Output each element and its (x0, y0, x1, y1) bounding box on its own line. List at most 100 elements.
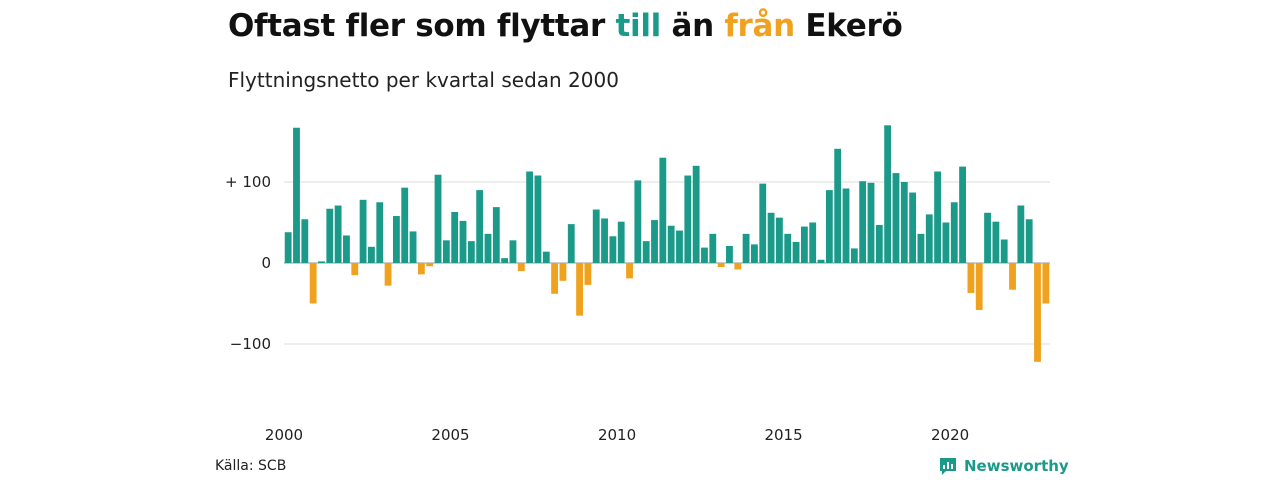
bar (676, 230, 683, 263)
y-tick-label: + 100 (225, 173, 271, 191)
brand-name: Newsworthy (964, 457, 1069, 475)
bar (1017, 205, 1025, 263)
bar (850, 248, 858, 263)
bar (434, 174, 442, 263)
bar (884, 125, 892, 263)
bar (925, 214, 933, 263)
bar (376, 202, 384, 263)
bar (950, 202, 958, 263)
bar (484, 233, 492, 263)
bar (343, 235, 350, 263)
bar (717, 263, 725, 268)
bar (634, 180, 642, 263)
bar (534, 175, 542, 263)
bar (959, 166, 966, 263)
y-tick-label: −100 (230, 335, 271, 353)
bar (825, 190, 833, 263)
bar (1009, 263, 1016, 290)
bar (409, 231, 417, 263)
bar (1042, 263, 1050, 304)
bar (651, 220, 658, 263)
bar (501, 258, 509, 263)
bar (301, 219, 309, 263)
bar (751, 244, 758, 263)
bar (576, 263, 583, 316)
newsworthy-logo-icon (940, 458, 956, 475)
bar (459, 220, 467, 263)
bar (667, 225, 675, 263)
bar (559, 263, 567, 281)
bar (626, 263, 633, 279)
bar (617, 221, 625, 263)
bar (767, 212, 775, 263)
bar (1000, 239, 1008, 263)
bar (426, 263, 434, 267)
y-tick-label: 0 (261, 254, 271, 272)
bar (942, 222, 950, 263)
bar (742, 233, 750, 263)
x-tick-label: 2010 (598, 426, 636, 444)
bar (509, 240, 517, 263)
bar (875, 224, 883, 263)
bar (792, 241, 800, 263)
chart-title: Oftast fler som flyttar till än från Eke… (228, 8, 903, 44)
bar (909, 192, 917, 263)
bar (293, 127, 300, 263)
bar (684, 175, 692, 263)
bar (934, 171, 942, 263)
bar (309, 263, 317, 304)
bar (842, 188, 850, 263)
bar (984, 212, 991, 263)
bar (442, 240, 450, 263)
x-tick-label: 2000 (265, 426, 303, 444)
chart-subtitle: Flyttningsnetto per kvartal sedan 2000 (228, 68, 619, 92)
bar (401, 187, 409, 263)
title-fran-word: från (724, 8, 795, 44)
title-till-word: till (615, 8, 661, 44)
bar (334, 205, 342, 263)
bars (284, 125, 1050, 362)
bar (817, 259, 825, 263)
bar (592, 209, 600, 263)
y-axis-ticks: + 100 0 −100 (225, 173, 271, 353)
bar (642, 241, 650, 263)
bar (800, 226, 808, 263)
bar (975, 263, 983, 310)
bar (542, 251, 550, 263)
bar (701, 247, 708, 263)
bar (451, 211, 459, 263)
x-tick-label: 2020 (931, 426, 969, 444)
x-tick-label: 2005 (431, 426, 469, 444)
bar (834, 148, 842, 263)
bar (900, 182, 908, 263)
bar (392, 216, 400, 263)
bar (467, 241, 475, 263)
bar (517, 263, 525, 272)
bar (992, 221, 1000, 263)
bar (359, 199, 367, 263)
bar (659, 157, 667, 263)
bar (526, 171, 534, 263)
bar (859, 181, 867, 263)
x-tick-label: 2015 (764, 426, 802, 444)
bar (726, 245, 733, 263)
bar (775, 217, 783, 263)
bar (967, 263, 975, 293)
bar (1034, 263, 1041, 362)
bar (567, 224, 575, 263)
bar (917, 233, 925, 263)
bar (692, 165, 700, 263)
bar (867, 182, 875, 263)
bar (284, 232, 292, 263)
bar (759, 183, 767, 263)
bar (709, 233, 717, 263)
bar (601, 218, 608, 263)
bar (809, 222, 817, 263)
bar (368, 246, 375, 263)
bar (417, 263, 425, 275)
newsworthy-brand[interactable]: Newsworthy (938, 456, 1069, 476)
source-note: Källa: SCB (215, 458, 287, 474)
bar (892, 173, 900, 263)
bar (784, 233, 792, 263)
